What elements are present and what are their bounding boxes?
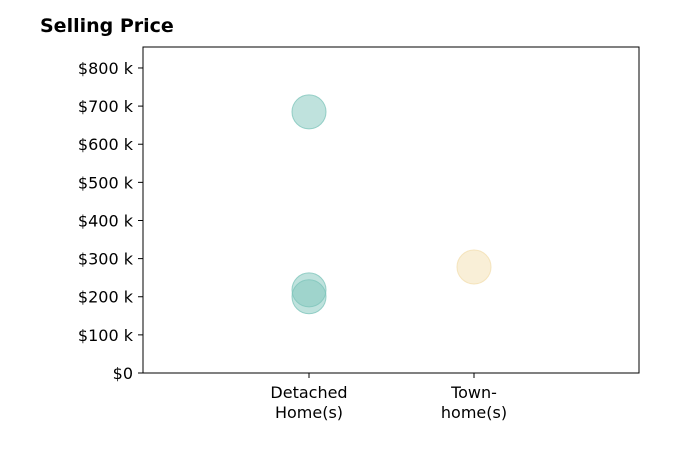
y-tick-label: $500 k [78,173,134,192]
y-tick-label: $600 k [78,135,134,154]
data-point [456,249,492,285]
data-point [291,279,327,315]
chart-title: Selling Price [40,15,174,37]
x-tick-label: Detached [270,383,347,402]
y-tick-label: $300 k [78,250,134,269]
y-tick-label: $400 k [78,211,134,230]
y-tick-label: $800 k [78,59,134,78]
x-tick-label: Home(s) [275,403,343,422]
y-tick-label: $100 k [78,326,134,345]
y-tick-label: $0 [113,364,133,383]
plot-frame [142,46,640,374]
y-tick-label: $700 k [78,97,134,116]
data-point [291,94,327,130]
x-tick-label: home(s) [441,403,507,422]
y-tick-label: $200 k [78,288,134,307]
x-tick-label: Town- [450,383,497,402]
